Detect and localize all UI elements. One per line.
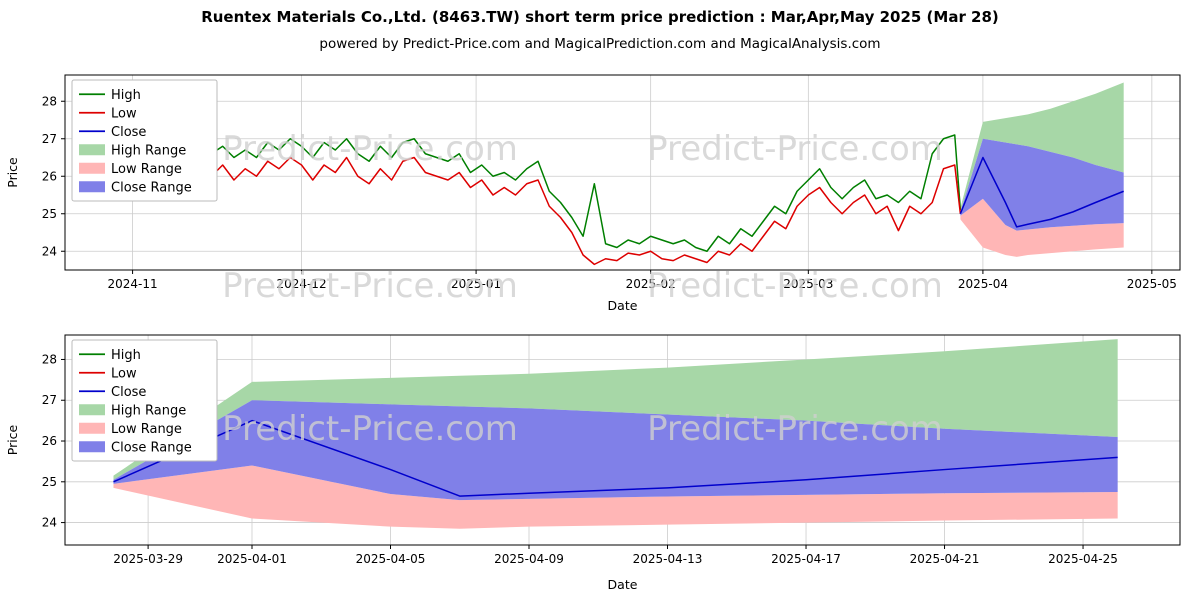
legend-label: High xyxy=(111,348,141,363)
legend-box xyxy=(71,79,218,202)
x-tick-label: 2025-04-21 xyxy=(910,552,980,566)
legend-label: Low xyxy=(111,106,137,121)
x-tick-label: 2025-04-13 xyxy=(633,552,703,566)
watermark-text: Predict-Price.com xyxy=(647,266,943,306)
low-range-band xyxy=(113,465,1118,529)
legend-box xyxy=(71,339,218,462)
high-range-legend-swatch xyxy=(79,404,105,416)
x-axis-label: Date xyxy=(608,298,638,313)
close-range-legend-swatch xyxy=(79,181,105,193)
x-axis-label: Date xyxy=(608,577,638,592)
prediction-zoom-chart: 2025-03-29 2025-04-01 2025-04-05 2025-04-09… xyxy=(5,334,1181,592)
x-tick-label: 2025-03 xyxy=(783,277,833,291)
low-line xyxy=(109,119,962,266)
x-tick-label: 2025-03-29 xyxy=(113,552,183,566)
close-line xyxy=(113,419,1118,497)
x-tick-label: 2025-02 xyxy=(626,277,676,291)
high-range-band xyxy=(960,82,1124,212)
y-tick-label: 26 xyxy=(42,169,57,183)
low-range-band xyxy=(960,198,1124,257)
legend-label: Low xyxy=(111,366,137,381)
x-tick-label: 2024-12 xyxy=(276,277,326,291)
low-range-legend-swatch xyxy=(79,422,105,434)
y-tick-label: 26 xyxy=(42,434,57,448)
high-range-legend-swatch xyxy=(79,144,105,156)
close-line xyxy=(959,156,1124,228)
y-tick-label: 25 xyxy=(42,207,57,221)
legend-label: Close xyxy=(111,125,146,140)
x-tick-label: 2024-11 xyxy=(108,277,158,291)
legend-label: Close xyxy=(111,385,146,400)
watermark-text: Predict-Price.com xyxy=(222,129,518,169)
y-tick-label: 24 xyxy=(42,516,57,530)
page-subtitle: powered by Predict-Price.com and Magical… xyxy=(319,36,881,52)
high-range-band xyxy=(113,339,1118,480)
overview-chart: 2024-11 2024-12 2025-01 2025-02 2025-03 2025-… xyxy=(5,74,1181,313)
legend-label: Low Range xyxy=(111,422,182,437)
watermark-text: Predict-Price.com xyxy=(222,409,518,449)
low-range-legend-swatch xyxy=(79,162,105,174)
x-tick-label: 2025-04-05 xyxy=(356,552,426,566)
legend-label: Low Range xyxy=(111,162,182,177)
watermark-text: Predict-Price.com xyxy=(647,129,943,169)
x-tick-label: 2025-04-25 xyxy=(1048,552,1118,566)
x-tick-label: 2025-04 xyxy=(958,277,1008,291)
legend-label: Close Range xyxy=(111,180,192,195)
plot-frame xyxy=(64,74,1181,271)
legend-label: High Range xyxy=(111,403,186,418)
x-tick-label: 2025-04-09 xyxy=(494,552,564,566)
legend-label: High Range xyxy=(111,143,186,158)
x-tick-label: 2025-01 xyxy=(451,277,501,291)
x-tick-label: 2025-04-17 xyxy=(771,552,841,566)
y-axis-label: Price xyxy=(5,424,20,455)
plot-frame xyxy=(64,334,1181,546)
y-axis-label: Price xyxy=(5,157,20,188)
high-line xyxy=(109,104,962,252)
x-tick-label: 2025-04-01 xyxy=(217,552,287,566)
y-tick-label: 27 xyxy=(42,132,57,146)
y-tick-label: 27 xyxy=(42,393,57,407)
y-tick-label: 28 xyxy=(42,352,57,366)
page-title: Ruentex Materials Co.,Ltd. (8463.TW) sho… xyxy=(201,8,999,26)
legend-label: High xyxy=(111,88,141,103)
watermark-text: Predict-Price.com xyxy=(222,266,518,306)
y-tick-label: 25 xyxy=(42,475,57,489)
y-tick-label: 28 xyxy=(42,94,57,108)
legend-label: Close Range xyxy=(111,440,192,455)
close-range-legend-swatch xyxy=(79,441,105,453)
watermark-text: Predict-Price.com xyxy=(647,409,943,449)
y-tick-label: 24 xyxy=(42,244,57,258)
x-tick-label: 2025-05 xyxy=(1127,277,1177,291)
